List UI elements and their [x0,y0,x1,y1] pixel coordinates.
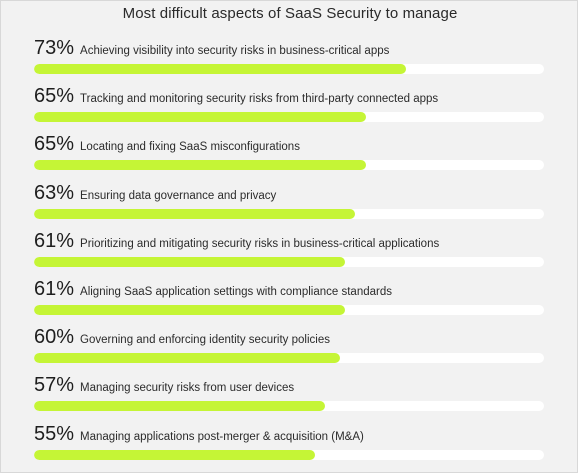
bar-row-header: 60% Governing and enforcing identity secu… [34,326,330,350]
chart-title: Most difficult aspects of SaaS Security … [122,5,458,22]
category-label: Achieving visibility into security risks… [80,45,390,57]
category-label: Aligning SaaS application settings with … [80,286,392,298]
bar-row-header: 61% Aligning SaaS application settings wi… [34,278,392,302]
bar-track [34,112,544,123]
bar-row-header: 61% Prioritizing and mitigating security … [34,230,439,254]
bar-track [34,64,544,74]
category-label: Locating and fixing SaaS misconfiguratio… [80,141,300,154]
bar [34,353,340,364]
bar-row: 57% Managing security risks from user dev… [34,374,544,421]
bar-row-header: 63% Ensuring data governance and privacy [34,182,276,206]
value-label: 61% [34,229,75,252]
category-label: Managing applications post-merger & acqu… [80,430,364,443]
bar-row: 63% Ensuring data governance and privacy [34,182,544,229]
bar [34,256,346,267]
bar-track [34,208,544,219]
value-label: 61% [34,278,75,300]
value-label: 60% [34,326,75,349]
value-label: 65% [34,85,75,108]
bar [34,449,315,460]
bar-row-header: 57% Managing security risks from user dev… [34,374,294,398]
bar [34,401,325,412]
value-label: 63% [34,181,75,204]
bar-row: 61% Aligning SaaS application settings wi… [34,278,544,325]
bar-row-header: 65% Tracking and monitoring security risk… [34,85,438,109]
category-label: Tracking and monitoring security risks f… [80,93,439,106]
bar [34,160,366,171]
bar-track [34,401,544,412]
bar-row: 73% Achieving visibility into security ri… [34,37,544,84]
bar [34,305,346,315]
category-label: Managing security risks from user device… [80,382,295,395]
value-label: 65% [34,133,75,156]
bar [34,208,356,219]
category-label: Ensuring data governance and privacy [80,189,277,202]
category-label: Prioritizing and mitigating security ris… [80,237,440,250]
bar-track [34,449,544,460]
category-label: Governing and enforcing identity securit… [80,334,330,347]
value-label: 55% [34,422,75,445]
bar-row: 60% Governing and enforcing identity secu… [34,326,544,373]
bar [34,64,407,74]
value-label: 57% [34,374,75,397]
bar-row-header: 55% Managing applications post-merger & a… [34,423,364,447]
bar-row: 65% Tracking and monitoring security risk… [34,85,544,132]
value-label: 73% [34,37,75,59]
bar [34,112,366,123]
bar-row-header: 65% Locating and fixing SaaS misconfigura… [34,133,300,157]
bar-track [34,256,544,267]
bar-row: 61% Prioritizing and mitigating security … [34,230,544,277]
bar-track [34,353,544,364]
bar-row-header: 73% Achieving visibility into security ri… [34,37,389,61]
bar-row: 55% Managing applications post-merger & a… [34,423,544,470]
bar-row: 65% Locating and fixing SaaS misconfigura… [34,133,544,180]
bar-track [34,305,544,315]
bar-track [34,160,544,171]
